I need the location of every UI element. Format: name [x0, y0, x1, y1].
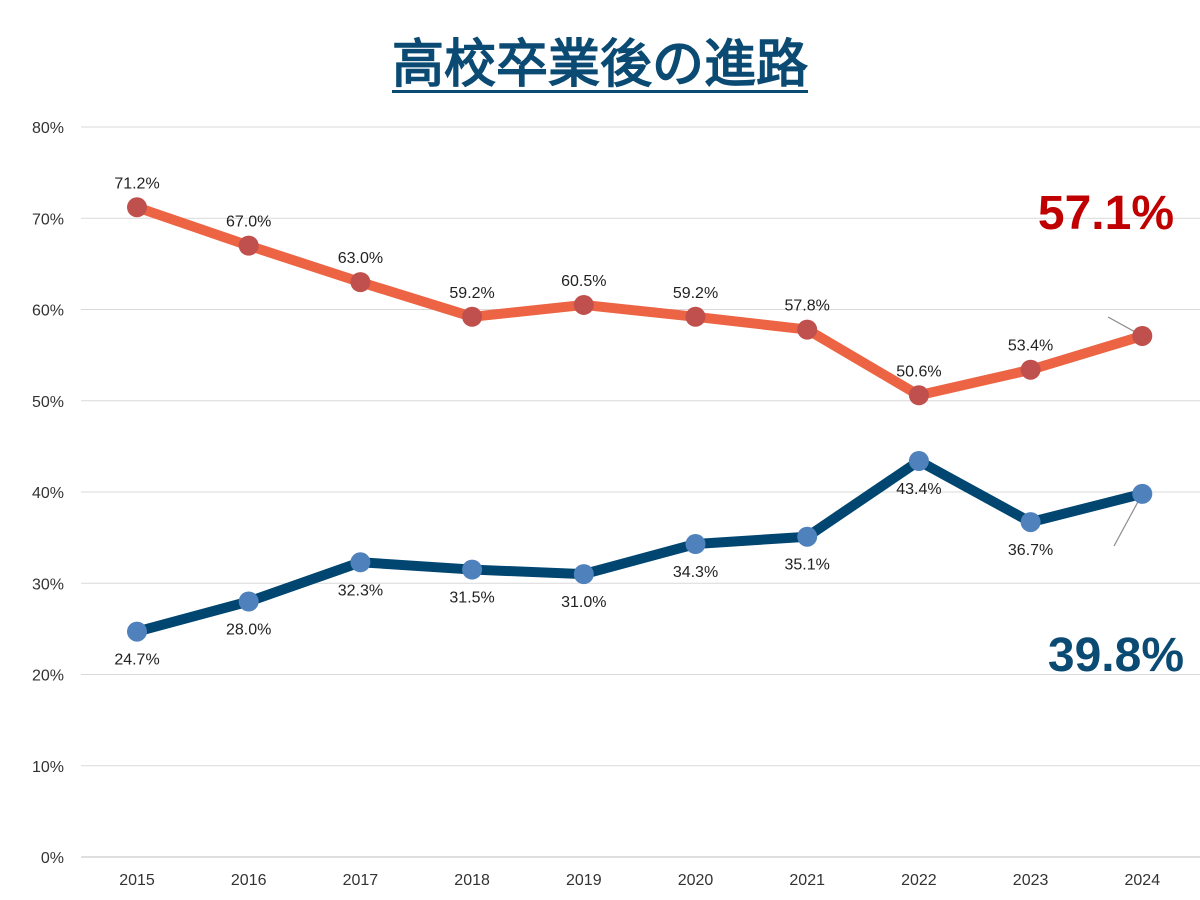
x-tick-label: 2020 [678, 872, 714, 889]
lower-series-callout: 39.8% [1047, 629, 1184, 682]
y-tick-label: 0% [41, 850, 64, 867]
y-axis: 0% 10% 20% 30% 40% 50% 60% 70% 80% [32, 120, 64, 867]
data-point [350, 272, 371, 293]
data-point [908, 450, 929, 471]
x-tick-label: 2024 [1125, 872, 1161, 889]
data-point [350, 552, 371, 573]
data-label: 28.0% [226, 622, 271, 639]
series-line [132, 202, 1148, 401]
x-tick-label: 2019 [566, 872, 602, 889]
data-point [238, 235, 259, 256]
x-tick-label: 2021 [789, 872, 825, 889]
data-labels: 71.2% 67.0% 63.0% 59.2% 60.5% 59.2% 57.8% 50.6%… [114, 175, 1053, 668]
data-label: 53.4% [1008, 338, 1053, 355]
x-tick-label: 2017 [343, 872, 379, 889]
series-line [132, 455, 1148, 637]
data-label: 32.3% [338, 582, 383, 599]
data-point [462, 559, 483, 580]
data-label: 36.7% [1008, 542, 1053, 559]
data-label: 63.0% [338, 250, 383, 267]
data-label: 57.8% [785, 298, 830, 315]
x-tick-label: 2015 [119, 872, 155, 889]
data-point [1132, 325, 1153, 346]
data-point [685, 306, 706, 327]
data-label: 43.4% [896, 481, 941, 498]
gridlines [81, 126, 1200, 858]
data-label: 24.7% [114, 652, 159, 669]
y-tick-label: 10% [32, 759, 64, 776]
data-point [1020, 512, 1041, 533]
x-tick-label: 2023 [1013, 872, 1049, 889]
y-tick-label: 20% [32, 668, 64, 685]
upper-series-callout: 57.1% [1037, 187, 1174, 240]
chart-title: 高校卒業後の進路 [0, 22, 1200, 97]
series-group [127, 197, 1153, 642]
data-point [685, 534, 706, 555]
chart-title-text: 高校卒業後の進路 [391, 35, 808, 95]
data-point [908, 385, 929, 406]
x-tick-label: 2016 [231, 872, 267, 889]
data-point [462, 306, 483, 327]
x-axis: 2015 2016 2017 2018 2019 2020 2021 2022 2023 2024 [119, 872, 1160, 889]
y-tick-label: 80% [32, 120, 64, 137]
y-tick-label: 70% [32, 211, 64, 228]
data-label: 60.5% [561, 273, 606, 290]
data-label: 67.0% [226, 214, 271, 231]
data-label: 59.2% [673, 285, 718, 302]
x-tick-label: 2022 [901, 872, 937, 889]
data-point [127, 197, 147, 218]
data-label: 31.0% [561, 594, 606, 611]
data-point [797, 319, 818, 340]
leader-lines [1107, 316, 1143, 547]
data-point [127, 621, 147, 642]
data-point [573, 564, 594, 585]
data-point [238, 591, 259, 612]
data-label: 31.5% [449, 590, 494, 607]
data-point [1132, 483, 1153, 504]
data-label: 71.2% [114, 175, 159, 192]
y-tick-label: 30% [32, 576, 64, 593]
x-tick-label: 2018 [454, 872, 490, 889]
data-label: 34.3% [673, 564, 718, 581]
data-point [573, 294, 594, 315]
data-point [1020, 359, 1041, 380]
data-label: 50.6% [896, 363, 941, 380]
data-label: 59.2% [449, 285, 494, 302]
data-point [797, 526, 818, 547]
y-tick-label: 50% [32, 394, 64, 411]
y-tick-label: 40% [32, 485, 64, 502]
y-tick-label: 60% [32, 303, 64, 320]
data-label: 35.1% [785, 557, 830, 574]
